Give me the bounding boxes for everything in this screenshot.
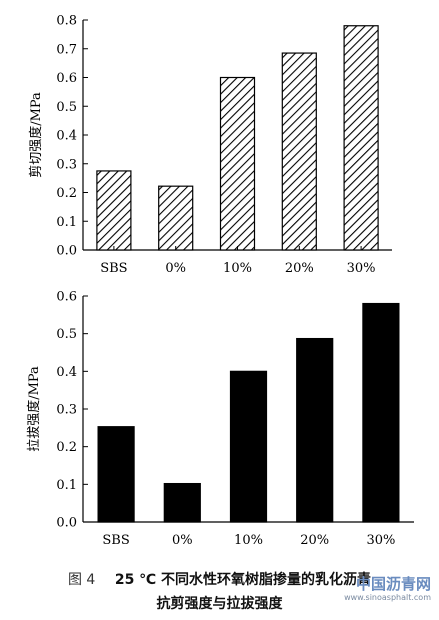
y-tick-label: 0.7 bbox=[56, 42, 77, 57]
y-tick-label: 0.2 bbox=[56, 440, 77, 455]
y-tick-label: 0.8 bbox=[56, 14, 77, 29]
bar-0% bbox=[158, 185, 194, 251]
bar-30% bbox=[362, 302, 400, 523]
watermark-logo: 中国沥青网 www.sinoasphalt.com bbox=[344, 576, 431, 602]
y-tick-label: 0.5 bbox=[56, 327, 77, 342]
y-tick-label: 0.0 bbox=[56, 516, 77, 531]
figure-caption-text: 25 ℃ 不同水性环氧树脂掺量的乳化沥青 bbox=[114, 572, 372, 588]
y-tick-label: 0.0 bbox=[56, 244, 77, 259]
x-tick-label: 10% bbox=[234, 533, 263, 548]
shear-strength-chart: 0.0 0.1 0.2 0.3 0.4 0.5 0.6 0.7 0.8 SBS 0% 10% 20% 30… bbox=[28, 14, 392, 276]
x-tick-label: 20% bbox=[300, 533, 329, 548]
x-tick-label: 10% bbox=[223, 261, 252, 276]
bar-20% bbox=[296, 337, 334, 523]
bar-20% bbox=[281, 52, 317, 251]
y-tick-label: 0.1 bbox=[56, 215, 77, 230]
y-tick-label: 0.6 bbox=[56, 290, 77, 305]
y-tick-label: 0.3 bbox=[56, 403, 77, 418]
bar-30% bbox=[343, 25, 379, 251]
watermark-url: www.sinoasphalt.com bbox=[344, 593, 431, 602]
y-tick-label: 0.2 bbox=[56, 186, 77, 201]
bar-SBS bbox=[97, 426, 135, 523]
x-tick-label: SBS bbox=[102, 533, 129, 548]
figure-label: 图 4 bbox=[67, 572, 96, 588]
y-tick-label: 0.4 bbox=[56, 365, 77, 380]
y-tick-label: 0.1 bbox=[56, 478, 77, 493]
bar-10% bbox=[229, 370, 268, 523]
y-tick-label: 0.5 bbox=[56, 100, 77, 115]
bar-0% bbox=[163, 482, 201, 523]
y-axis-title: 剪切强度/MPa bbox=[28, 92, 44, 178]
y-tick-label: 0.3 bbox=[56, 157, 77, 172]
x-tick-label: 0% bbox=[165, 261, 186, 276]
figure-caption-line1: 图 4 25 ℃ 不同水性环氧树脂掺量的乳化沥青 bbox=[0, 569, 439, 589]
bar-SBS bbox=[96, 170, 132, 251]
figure-caption-line2: 抗剪强度与拉拔强度 bbox=[156, 596, 283, 612]
x-tick-label: SBS bbox=[100, 261, 127, 276]
x-tick-label: 30% bbox=[366, 533, 395, 548]
x-tick-label: 20% bbox=[285, 261, 314, 276]
watermark-text: 中国沥青网 bbox=[355, 575, 431, 593]
bar-10% bbox=[219, 76, 256, 251]
x-tick-label: 0% bbox=[172, 533, 193, 548]
pullout-strength-chart: 0.0 0.1 0.2 0.3 0.4 0.5 0.6 SBS 0% 10% 20% 30% 拉拔强度/… bbox=[26, 290, 414, 548]
y-tick-label: 0.6 bbox=[56, 71, 77, 86]
x-tick-label: 30% bbox=[347, 261, 376, 276]
y-axis-title: 拉拔强度/MPa bbox=[26, 366, 42, 452]
y-tick-label: 0.4 bbox=[56, 129, 77, 144]
